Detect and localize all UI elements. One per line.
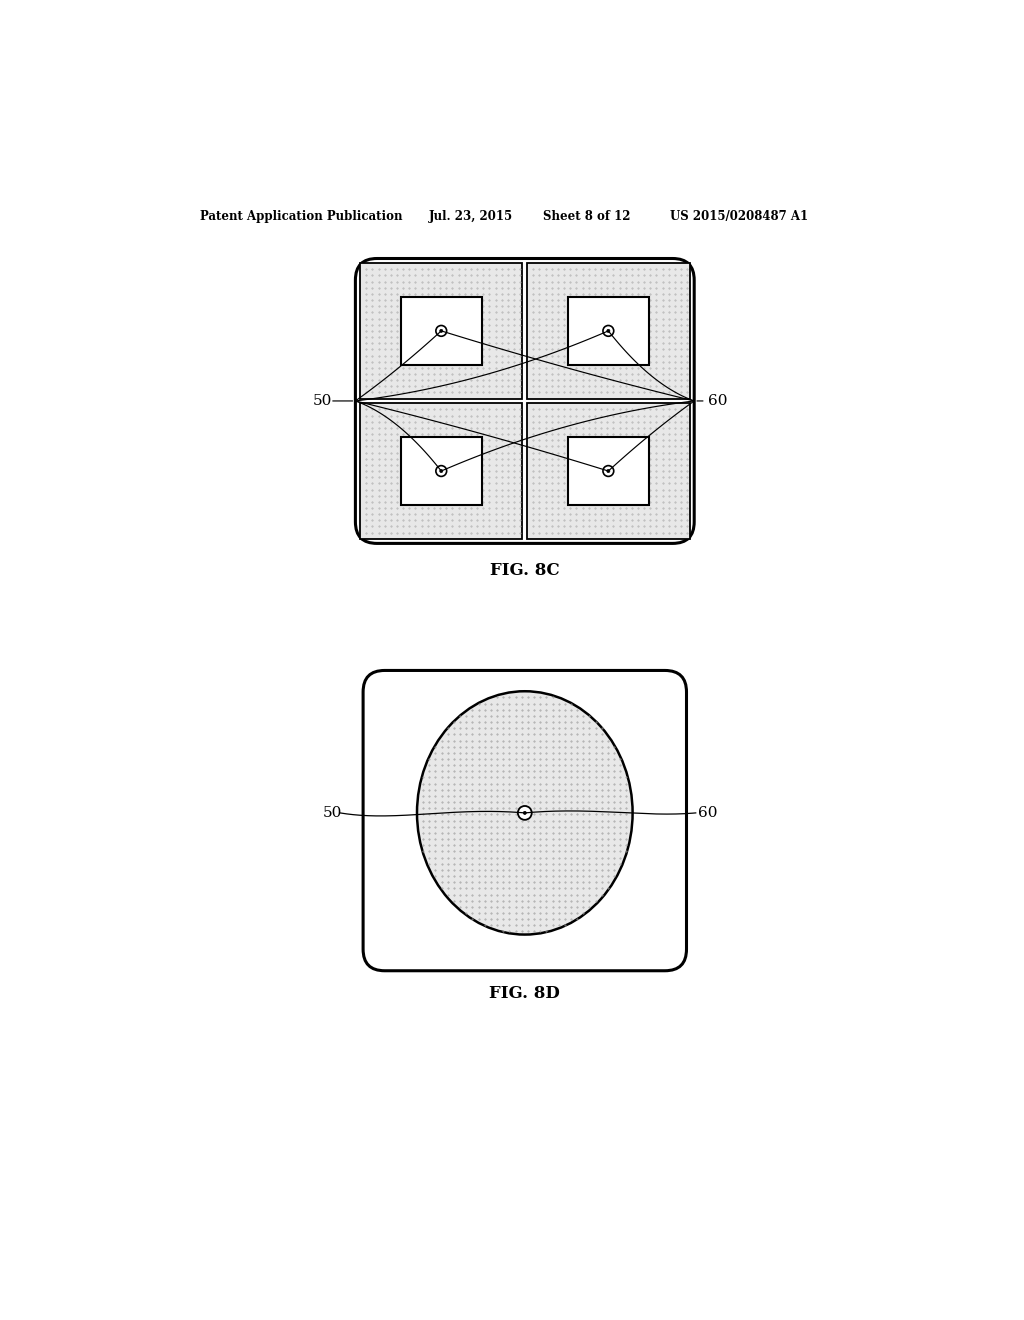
Text: Sheet 8 of 12: Sheet 8 of 12 — [543, 210, 630, 223]
Text: Patent Application Publication: Patent Application Publication — [200, 210, 402, 223]
Circle shape — [436, 326, 446, 337]
FancyBboxPatch shape — [567, 437, 649, 506]
FancyBboxPatch shape — [527, 263, 689, 399]
Text: Jul. 23, 2015: Jul. 23, 2015 — [429, 210, 513, 223]
FancyBboxPatch shape — [400, 437, 482, 506]
FancyBboxPatch shape — [360, 404, 522, 539]
Circle shape — [607, 470, 610, 473]
Text: US 2015/0208487 A1: US 2015/0208487 A1 — [670, 210, 808, 223]
Circle shape — [439, 470, 442, 473]
Circle shape — [523, 812, 526, 814]
Text: 50: 50 — [323, 807, 342, 820]
FancyBboxPatch shape — [360, 263, 522, 399]
FancyBboxPatch shape — [527, 404, 689, 539]
Text: 60: 60 — [708, 393, 728, 408]
Circle shape — [439, 330, 442, 333]
Ellipse shape — [417, 692, 633, 935]
Circle shape — [518, 807, 531, 820]
Text: 60: 60 — [698, 807, 718, 820]
FancyBboxPatch shape — [355, 259, 694, 544]
FancyBboxPatch shape — [567, 297, 649, 364]
Text: 50: 50 — [313, 393, 333, 408]
Circle shape — [603, 466, 613, 477]
Text: FIG. 8C: FIG. 8C — [490, 562, 559, 579]
Circle shape — [436, 466, 446, 477]
Circle shape — [603, 326, 613, 337]
FancyBboxPatch shape — [364, 671, 686, 970]
Text: FIG. 8D: FIG. 8D — [489, 985, 560, 1002]
FancyBboxPatch shape — [400, 297, 482, 364]
Circle shape — [607, 330, 610, 333]
